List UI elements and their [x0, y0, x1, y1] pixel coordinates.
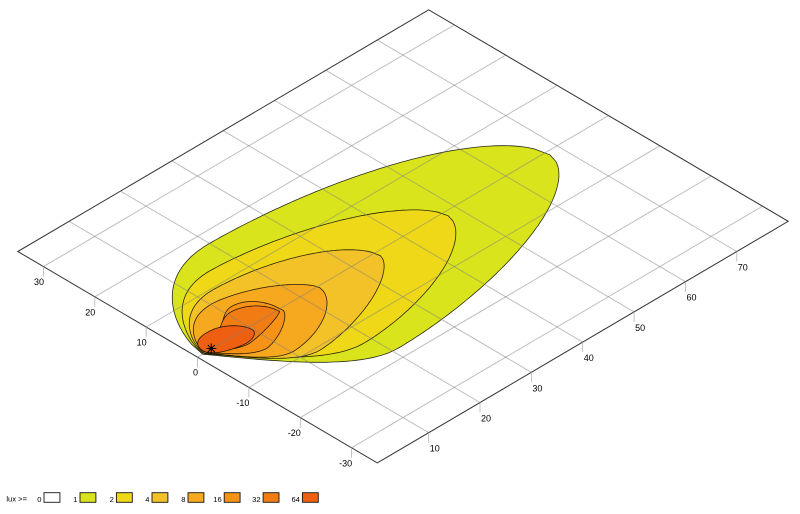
svg-text:20: 20 — [481, 414, 491, 424]
svg-text:0: 0 — [37, 495, 41, 504]
svg-text:10: 10 — [137, 338, 147, 348]
svg-text:50: 50 — [635, 323, 645, 333]
svg-text:2: 2 — [110, 495, 114, 504]
svg-text:-10: -10 — [236, 398, 249, 408]
svg-text:20: 20 — [85, 307, 95, 317]
svg-text:40: 40 — [584, 353, 594, 363]
svg-text:70: 70 — [738, 263, 748, 273]
svg-text:0: 0 — [193, 368, 198, 378]
svg-text:10: 10 — [430, 444, 440, 454]
svg-text:60: 60 — [687, 293, 697, 303]
svg-text:-30: -30 — [339, 458, 352, 468]
svg-text:30: 30 — [532, 383, 542, 393]
svg-text:64: 64 — [291, 495, 299, 504]
svg-text:32: 32 — [252, 495, 260, 504]
svg-text:30: 30 — [34, 277, 44, 287]
svg-text:lux >=: lux >= — [6, 494, 27, 503]
svg-text:4: 4 — [145, 495, 149, 504]
svg-text:8: 8 — [181, 495, 185, 504]
svg-text:16: 16 — [213, 495, 221, 504]
svg-text:1: 1 — [73, 495, 77, 504]
svg-text:-20: -20 — [288, 428, 301, 438]
